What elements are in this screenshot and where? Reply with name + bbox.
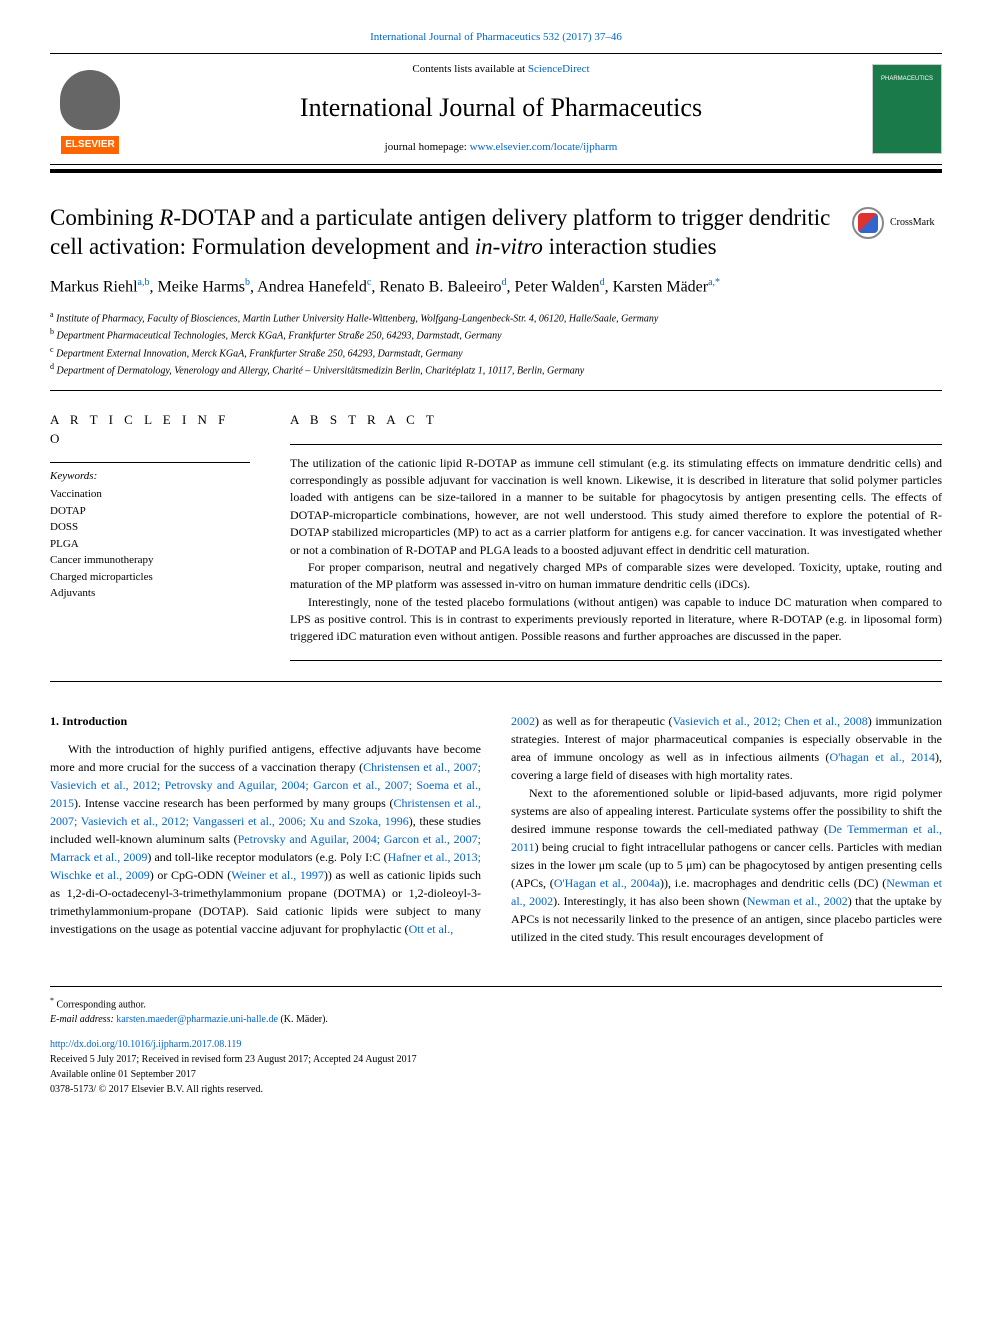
divider-rule-2 (50, 681, 942, 682)
crossmark-label: CrossMark (890, 216, 934, 230)
article-info-section: A R T I C L E I N F O Keywords: Vaccinat… (50, 411, 250, 660)
affiliation-line: c Department External Innovation, Merck … (50, 344, 942, 361)
crossmark-badge[interactable]: CrossMark (852, 203, 942, 243)
affiliation-line: b Department Pharmaceutical Technologies… (50, 326, 942, 343)
authors-line: Markus Riehla,b, Meike Harmsb, Andrea Ha… (50, 276, 942, 299)
received-line: Received 5 July 2017; Received in revise… (50, 1052, 942, 1067)
journal-homepage-link[interactable]: www.elsevier.com/locate/ijpharm (470, 141, 618, 153)
journal-header-box: ELSEVIER Contents lists available at Sci… (50, 53, 942, 164)
abstract-paragraph: The utilization of the cationic lipid R-… (290, 455, 942, 559)
abstract-heading: A B S T R A C T (290, 411, 942, 429)
divider-rule (50, 390, 942, 391)
available-line: Available online 01 September 2017 (50, 1067, 942, 1082)
email-line: E-mail address: karsten.maeder@pharmazie… (50, 1012, 942, 1027)
body-columns: 1. Introduction With the introduction of… (50, 712, 942, 946)
abstract-paragraph: Interestingly, none of the tested placeb… (290, 594, 942, 646)
elsevier-logo: ELSEVIER (50, 64, 130, 154)
abstract-section: A B S T R A C T The utilization of the c… (290, 411, 942, 660)
keyword: DOSS (50, 519, 250, 536)
elsevier-tree-icon (60, 70, 120, 130)
abstract-text: The utilization of the cationic lipid R-… (290, 444, 942, 646)
cover-label: PHARMACEUTICS (877, 75, 937, 83)
body-paragraph-right: 2002) as well as for therapeutic (Vasiev… (511, 712, 942, 946)
crossmark-icon (852, 207, 884, 239)
keyword: Cancer immunotherapy (50, 552, 250, 569)
abstract-paragraph: For proper comparison, neutral and negat… (290, 559, 942, 594)
left-column: 1. Introduction With the introduction of… (50, 712, 481, 946)
keyword: DOTAP (50, 503, 250, 520)
keyword: Adjuvants (50, 585, 250, 602)
journal-homepage-line: journal homepage: www.elsevier.com/locat… (130, 140, 872, 155)
article-info-heading: A R T I C L E I N F O (50, 411, 250, 447)
affiliation-line: d Department of Dermatology, Venerology … (50, 361, 942, 378)
corresponding-author: * Corresponding author. (50, 995, 942, 1012)
page-footer: * Corresponding author. E-mail address: … (50, 986, 942, 1097)
right-column: 2002) as well as for therapeutic (Vasiev… (511, 712, 942, 946)
article-title: Combining R-DOTAP and a particulate anti… (50, 203, 832, 263)
section-heading-intro: 1. Introduction (50, 712, 481, 730)
header-rule (50, 169, 942, 173)
keyword: Vaccination (50, 486, 250, 503)
citation-header: International Journal of Pharmaceutics 5… (50, 30, 942, 45)
affiliation-line: a Institute of Pharmacy, Faculty of Bios… (50, 309, 942, 326)
doi-link[interactable]: http://dx.doi.org/10.1016/j.ijpharm.2017… (50, 1037, 942, 1052)
affiliations: a Institute of Pharmacy, Faculty of Bios… (50, 309, 942, 378)
journal-cover-thumbnail: PHARMACEUTICS (872, 64, 942, 154)
keyword: Charged microparticles (50, 569, 250, 586)
journal-title: International Journal of Pharmaceutics (130, 90, 872, 126)
sciencedirect-link[interactable]: ScienceDirect (528, 63, 590, 75)
email-link[interactable]: karsten.maeder@pharmazie.uni-halle.de (116, 1014, 278, 1025)
contents-available-line: Contents lists available at ScienceDirec… (130, 62, 872, 77)
copyright-line: 0378-5173/ © 2017 Elsevier B.V. All righ… (50, 1082, 942, 1097)
keyword: PLGA (50, 536, 250, 553)
abstract-bottom-rule (290, 660, 942, 661)
elsevier-text: ELSEVIER (61, 136, 118, 154)
keywords-label: Keywords: (50, 462, 250, 484)
body-paragraph-left: With the introduction of highly purified… (50, 740, 481, 938)
